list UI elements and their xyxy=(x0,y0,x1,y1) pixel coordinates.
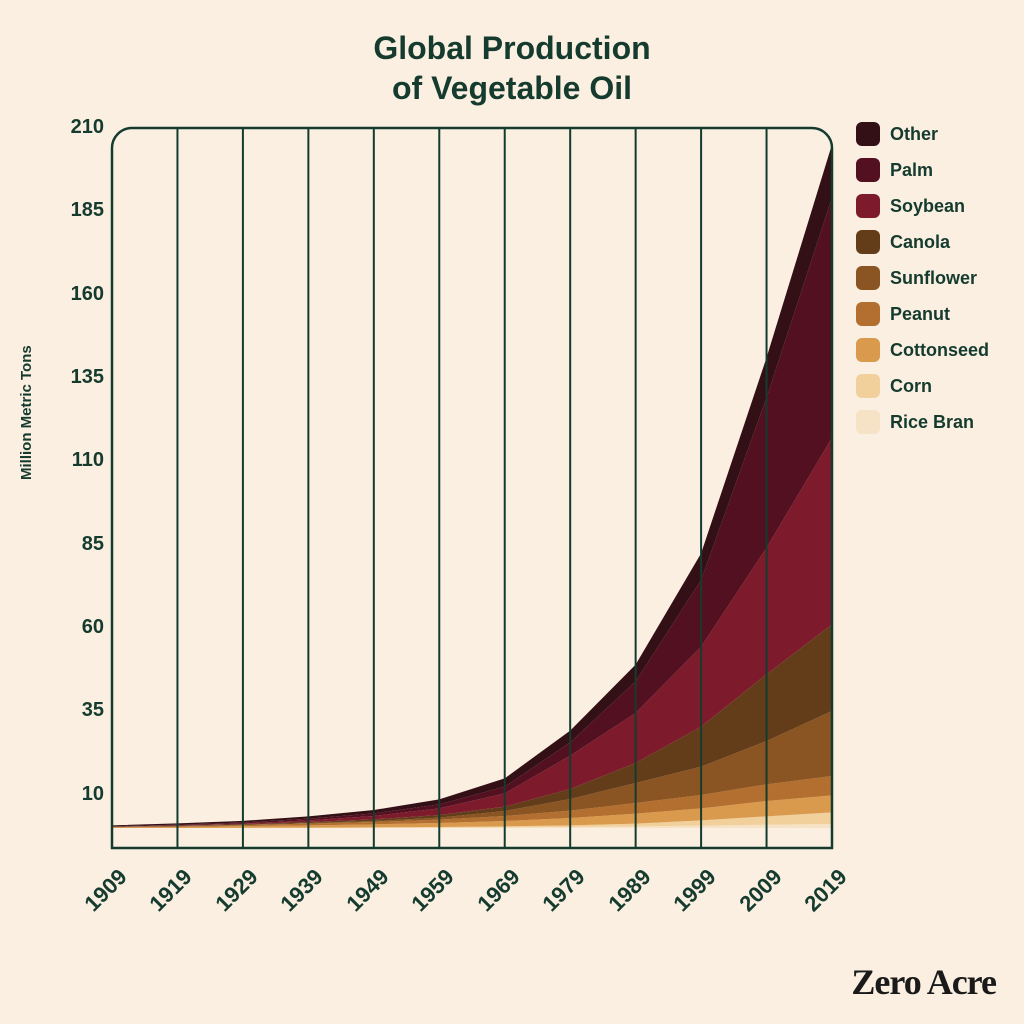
legend-swatch xyxy=(856,338,880,362)
legend-label: Canola xyxy=(890,232,950,253)
y-tick-label: 110 xyxy=(44,449,104,472)
legend-label: Peanut xyxy=(890,304,950,325)
legend-label: Palm xyxy=(890,160,933,181)
y-tick-label: 135 xyxy=(44,366,104,389)
y-tick-label: 10 xyxy=(44,783,104,806)
legend-label: Rice Bran xyxy=(890,412,974,433)
legend-swatch xyxy=(856,266,880,290)
y-tick-label: 160 xyxy=(44,283,104,306)
y-tick-label: 35 xyxy=(44,699,104,722)
y-tick-label: 185 xyxy=(44,199,104,222)
legend-item: Sunflower xyxy=(856,266,1016,290)
legend-label: Soybean xyxy=(890,196,965,217)
legend-item: Cottonseed xyxy=(856,338,1016,362)
legend-item: Peanut xyxy=(856,302,1016,326)
legend-item: Rice Bran xyxy=(856,410,1016,434)
y-tick-label: 210 xyxy=(44,116,104,139)
legend-item: Corn xyxy=(856,374,1016,398)
page-root: Global Production of Vegetable Oil Milli… xyxy=(0,0,1024,1024)
legend-swatch xyxy=(856,122,880,146)
legend-swatch xyxy=(856,230,880,254)
legend-swatch xyxy=(856,158,880,182)
legend-label: Cottonseed xyxy=(890,340,989,361)
legend-swatch xyxy=(856,410,880,434)
legend-swatch xyxy=(856,194,880,218)
legend-swatch xyxy=(856,302,880,326)
legend-item: Soybean xyxy=(856,194,1016,218)
y-tick-label: 60 xyxy=(44,616,104,639)
legend-label: Corn xyxy=(890,376,932,397)
brand-logo: Zero Acre xyxy=(851,966,996,998)
legend-label: Other xyxy=(890,124,938,145)
legend: Other Palm Soybean Canola Sunflower Peanut Cot… xyxy=(856,122,1016,446)
y-tick-label: 85 xyxy=(44,533,104,556)
legend-item: Other xyxy=(856,122,1016,146)
legend-swatch xyxy=(856,374,880,398)
legend-item: Canola xyxy=(856,230,1016,254)
legend-label: Sunflower xyxy=(890,268,977,289)
legend-item: Palm xyxy=(856,158,1016,182)
